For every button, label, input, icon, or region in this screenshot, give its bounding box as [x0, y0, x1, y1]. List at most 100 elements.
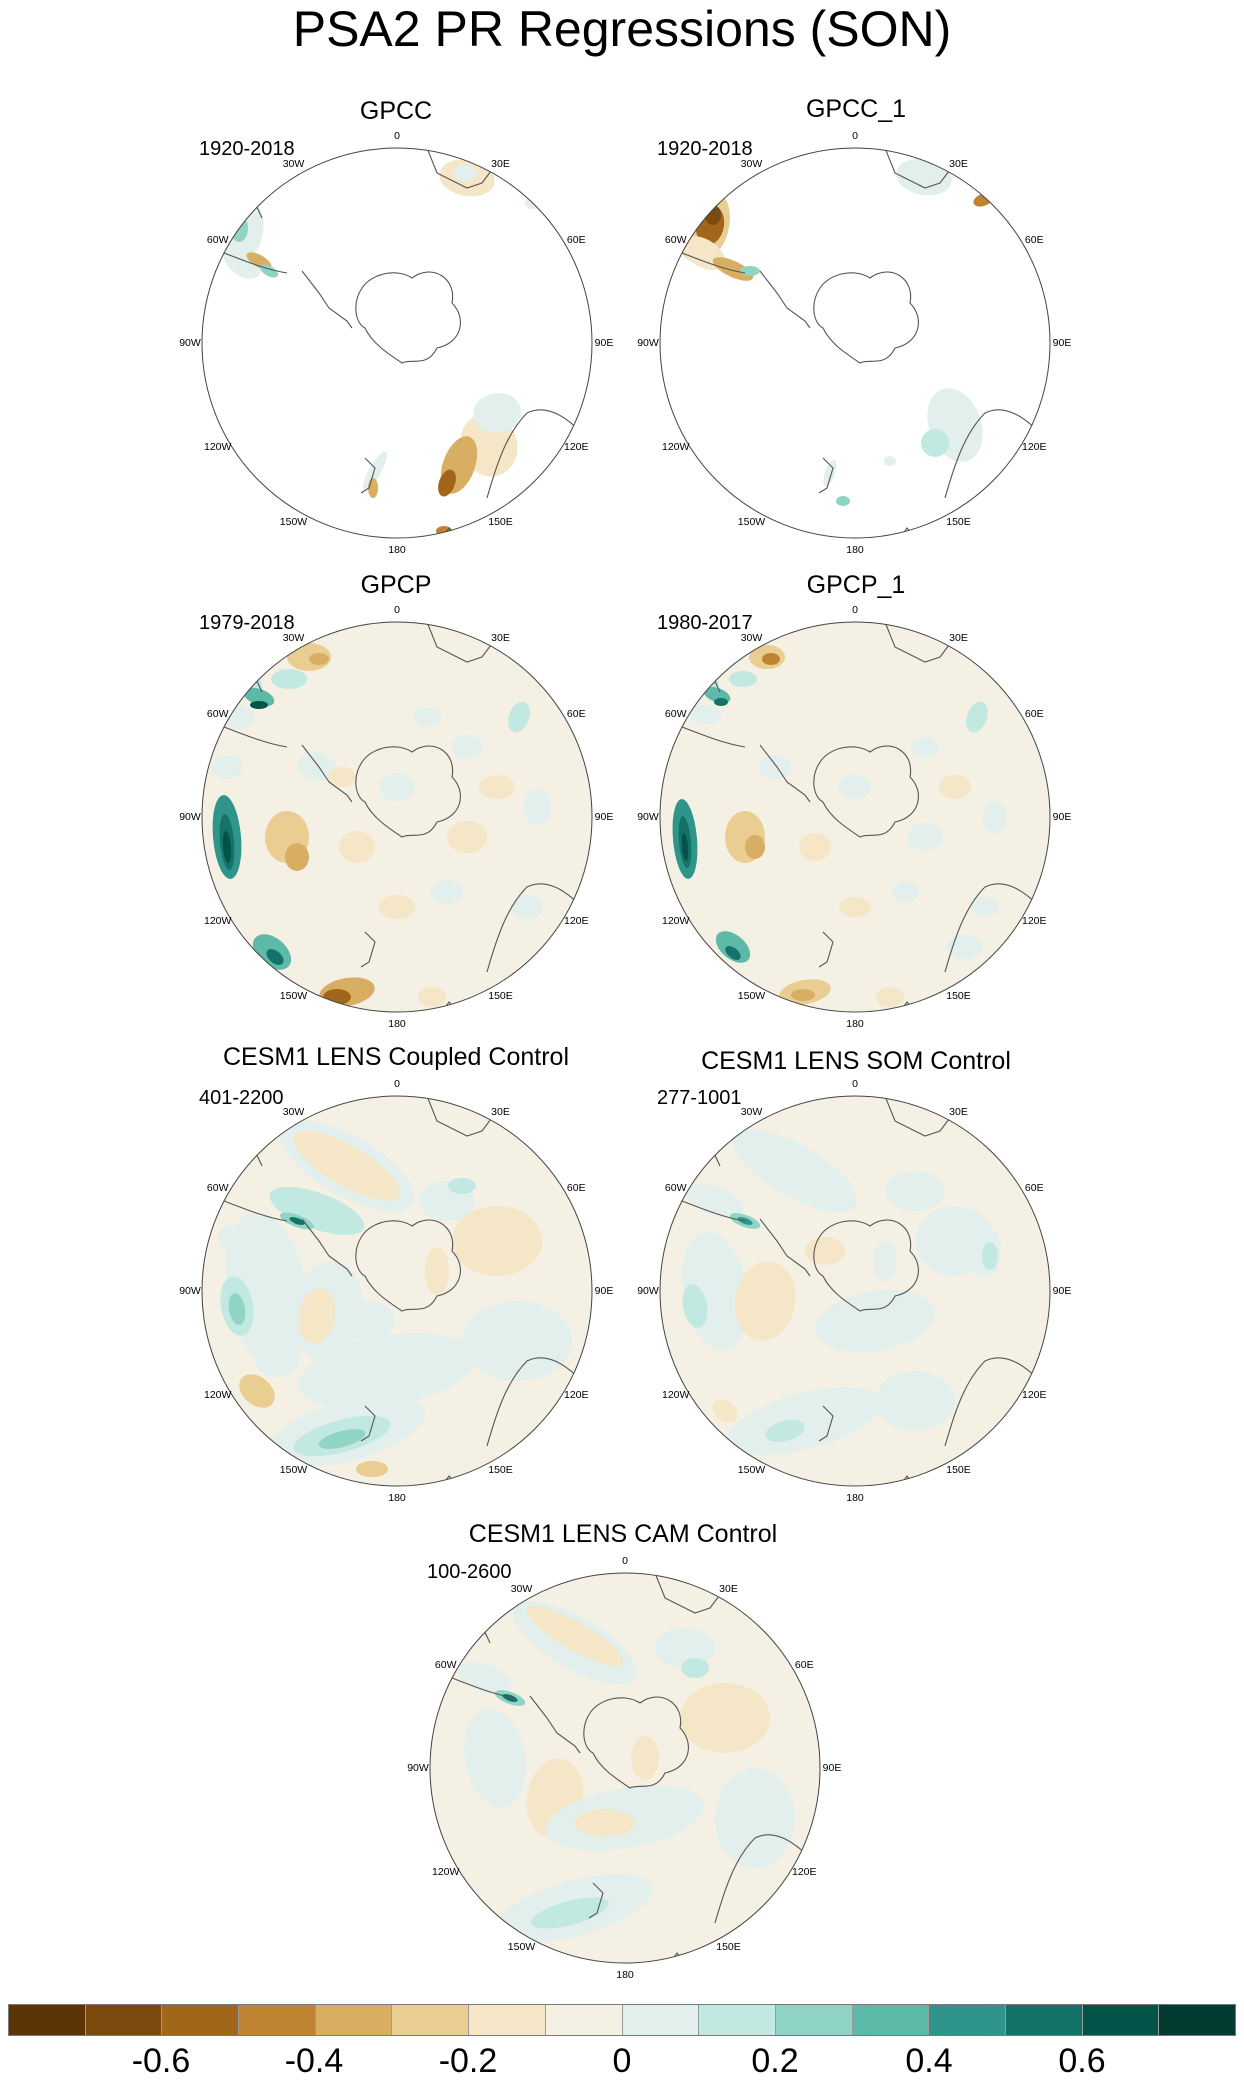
longitude-label: 120E [1022, 914, 1047, 927]
longitude-label: 90E [594, 811, 614, 823]
longitude-label: 150W [279, 1464, 308, 1477]
colorbar-segment [314, 2005, 392, 2035]
longitude-label: 60W [434, 1658, 457, 1671]
colorbar-segment [928, 2005, 1005, 2035]
longitude-label: 150E [488, 990, 513, 1003]
coastline [202, 622, 583, 1012]
longitude-label: 0 [394, 604, 400, 616]
colorbar [8, 2004, 1236, 2036]
panel-title-cesm-coupled: CESM1 LENS Coupled Control [223, 1043, 569, 1071]
page-title: PSA2 PR Regressions (SON) [292, 1, 952, 57]
map-canvas [429, 1572, 821, 1964]
period-label-gpcc: 1920-2018 [199, 138, 295, 160]
map-canvas [659, 1095, 1051, 1487]
colorbar-tick-label: -0.2 [438, 2042, 498, 2080]
longitude-label: 90W [179, 811, 201, 823]
longitude-label: 90W [179, 337, 201, 349]
longitude-label: 0 [394, 130, 400, 142]
longitude-label: 60W [664, 707, 687, 720]
longitude-label: 120W [204, 914, 232, 927]
longitude-label: 90E [594, 1285, 614, 1297]
polar-map-gpcp-1: 0 30E 60E 90E 120E 150E 180 150W 120W 90W 60W 30W [637, 604, 1071, 1030]
colorbar-segment [238, 2005, 315, 2035]
longitude-label: 120W [204, 1388, 232, 1401]
colorbar-segment [84, 2005, 162, 2035]
panel-title-gpcc-1: GPCC_1 [805, 95, 907, 123]
colorbar-segment [1004, 2005, 1082, 2035]
colorbar-segment [544, 2005, 622, 2035]
longitude-label: 30W [282, 157, 305, 170]
longitude-label: 150E [488, 1464, 513, 1477]
period-label-cesm-cam: 100-2600 [427, 1561, 512, 1583]
longitude-label: 30E [949, 631, 968, 644]
longitude-label: 60E [566, 1181, 586, 1194]
longitude-label: 0 [622, 1555, 628, 1567]
longitude-label: 180 [846, 1492, 864, 1504]
longitude-label: 120E [1022, 1388, 1047, 1401]
longitude-label: 120W [204, 440, 232, 453]
longitude-label: 120E [564, 440, 589, 453]
polar-map-cesm-cam: 0 30E 60E 90E 120E 150E 180 150W 120W 90W 60W 30W [407, 1555, 841, 1981]
longitude-label: 30W [282, 631, 305, 644]
longitude-label: 90W [637, 811, 659, 823]
colorbar-tick-label: 0.6 [1058, 2042, 1106, 2080]
longitude-label: 30E [949, 157, 968, 170]
period-label-gpcp: 1979-2018 [199, 612, 295, 634]
longitude-label: 60E [1024, 233, 1044, 246]
map-canvas [201, 1095, 593, 1487]
longitude-label: 90W [637, 337, 659, 349]
longitude-label: 60W [664, 1181, 687, 1194]
longitude-label: 180 [388, 1492, 406, 1504]
panel-title-gpcp: GPCP [360, 571, 432, 599]
colorbar-segment [391, 2005, 469, 2035]
longitude-label: 150E [946, 1464, 971, 1477]
colorbar-tick-label: 0 [612, 2042, 632, 2080]
longitude-label: 30W [740, 157, 763, 170]
longitude-label: 90W [407, 1762, 429, 1774]
longitude-label: 90W [179, 1285, 201, 1297]
longitude-label: 0 [852, 130, 858, 142]
longitude-label: 150W [737, 1464, 766, 1477]
colorbar-tick-label: 0.4 [905, 2042, 953, 2080]
longitude-label: 90W [637, 1285, 659, 1297]
period-label-gpcc-1: 1920-2018 [657, 138, 753, 160]
longitude-label: 180 [846, 544, 864, 556]
longitude-label: 120W [662, 914, 690, 927]
longitude-label: 150W [507, 1941, 536, 1954]
longitude-label: 0 [852, 1078, 858, 1090]
longitude-label: 120E [1022, 440, 1047, 453]
panel-title-cesm-som: CESM1 LENS SOM Control [701, 1047, 1011, 1075]
longitude-label: 180 [388, 544, 406, 556]
longitude-label: 60W [664, 233, 687, 246]
longitude-label: 60E [1024, 1181, 1044, 1194]
colorbar-segment [9, 2005, 85, 2035]
longitude-label: 60W [206, 707, 229, 720]
longitude-label: 60E [566, 707, 586, 720]
longitude-label: 60E [794, 1658, 814, 1671]
period-label-cesm-coupled: 401-2200 [199, 1087, 284, 1109]
polar-map-cesm-som: 0 30E 60E 90E 120E 150E 180 150W 120W 90W 60W 30W [637, 1078, 1071, 1504]
polar-map-gpcc: 0 30E 60E 90E 120E 150E 180 150W 120W 90W 60W 30W [179, 130, 613, 556]
longitude-label: 150W [737, 516, 766, 529]
map-canvas [659, 621, 1051, 1013]
colorbar-segment [161, 2005, 239, 2035]
colorbar-segment [774, 2005, 852, 2035]
colorbar-segment [621, 2005, 699, 2035]
map-canvas [201, 621, 593, 1013]
longitude-label: 120E [792, 1865, 817, 1878]
panel-title-gpcc: GPCC [359, 97, 433, 125]
longitude-label: 180 [388, 1018, 406, 1030]
colorbar-segment [851, 2005, 929, 2035]
longitude-label: 30E [491, 631, 510, 644]
colorbar-segment [1081, 2005, 1159, 2035]
longitude-label: 150E [716, 1941, 741, 1954]
polar-map-gpcp: 0 30E 60E 90E 120E 150E 180 150W 120W 90W 60W 30W [179, 604, 613, 1030]
longitude-label: 30W [740, 1105, 763, 1118]
panel-title-gpcp-1: GPCP_1 [806, 571, 906, 599]
colorbar-segment [468, 2005, 545, 2035]
map-canvas [659, 147, 1051, 539]
period-label-gpcp-1: 1980-2017 [657, 612, 753, 634]
longitude-label: 60E [566, 233, 586, 246]
longitude-label: 30W [510, 1582, 533, 1595]
longitude-label: 0 [394, 1078, 400, 1090]
